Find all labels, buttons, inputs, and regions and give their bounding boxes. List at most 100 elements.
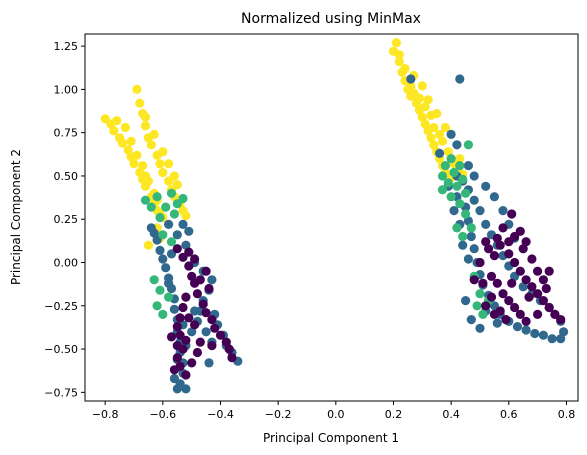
- data-point: [158, 230, 168, 240]
- data-point: [449, 167, 459, 178]
- data-point: [178, 219, 188, 229]
- data-point: [440, 122, 450, 133]
- data-point: [172, 353, 182, 363]
- data-point: [463, 254, 473, 264]
- data-point: [164, 219, 174, 229]
- data-point: [210, 323, 220, 333]
- data-point: [158, 147, 168, 157]
- data-point: [458, 231, 468, 242]
- y-tick-label: 0.00: [54, 257, 79, 270]
- data-point: [538, 275, 549, 285]
- data-point: [507, 278, 517, 288]
- data-point: [158, 167, 168, 178]
- data-point: [146, 140, 156, 150]
- data-point: [190, 254, 200, 264]
- data-point: [181, 211, 191, 221]
- data-point: [169, 304, 179, 314]
- y-tick-label: −0.50: [44, 343, 78, 356]
- y-tick-label: 1.25: [54, 40, 79, 53]
- data-point: [190, 320, 200, 330]
- data-point: [109, 126, 119, 136]
- points-layer: [100, 38, 569, 394]
- x-tick-label: 0.0: [327, 408, 345, 421]
- data-point: [140, 195, 151, 205]
- data-point: [169, 171, 179, 181]
- data-point: [509, 257, 520, 268]
- data-point: [458, 174, 468, 184]
- data-point: [207, 275, 217, 285]
- data-point: [129, 159, 139, 169]
- data-point: [489, 251, 499, 261]
- data-point: [149, 275, 159, 285]
- y-tick-label: −0.25: [44, 300, 78, 313]
- data-point: [463, 140, 473, 150]
- data-point: [117, 138, 128, 148]
- data-point: [172, 322, 182, 332]
- data-point: [461, 296, 471, 306]
- x-tick-label: −0.4: [207, 408, 234, 421]
- data-point: [458, 240, 468, 250]
- data-point: [515, 266, 525, 276]
- data-point: [164, 278, 174, 288]
- data-point: [518, 282, 528, 292]
- data-point: [181, 370, 191, 380]
- y-tick-label: 0.25: [54, 213, 79, 226]
- data-point: [192, 289, 202, 299]
- data-point: [172, 244, 182, 254]
- data-point: [187, 271, 197, 281]
- data-point: [169, 373, 179, 384]
- data-point: [140, 171, 151, 181]
- data-point: [166, 188, 177, 198]
- data-point: [489, 309, 499, 319]
- data-point: [195, 337, 205, 347]
- data-point: [461, 188, 471, 198]
- data-point: [547, 334, 557, 344]
- data-point: [181, 240, 191, 250]
- data-point: [495, 240, 505, 250]
- data-point: [524, 292, 534, 302]
- data-point: [391, 38, 401, 48]
- data-point: [184, 226, 194, 236]
- data-point: [469, 171, 479, 181]
- data-point: [221, 337, 231, 347]
- data-point: [184, 313, 194, 323]
- data-point: [466, 231, 476, 242]
- data-point: [429, 122, 439, 133]
- data-point: [181, 335, 191, 345]
- data-point: [518, 244, 528, 254]
- x-tick-label: 0.4: [442, 408, 460, 421]
- data-point: [190, 306, 200, 316]
- data-point: [440, 161, 450, 171]
- data-point: [155, 285, 165, 295]
- data-point: [449, 206, 459, 216]
- data-point: [437, 136, 448, 146]
- data-point: [178, 302, 188, 313]
- x-tick-label: −0.2: [265, 408, 292, 421]
- x-tick-label: 0.8: [558, 408, 576, 421]
- data-point: [481, 181, 491, 191]
- data-point: [492, 233, 502, 243]
- data-point: [143, 240, 153, 250]
- x-tick-label: −0.6: [149, 408, 176, 421]
- data-point: [140, 112, 151, 122]
- data-point: [541, 283, 551, 294]
- data-point: [556, 334, 566, 344]
- data-point: [423, 95, 433, 105]
- data-point: [414, 93, 424, 103]
- data-point: [155, 245, 165, 255]
- data-point: [149, 228, 159, 238]
- data-point: [435, 148, 445, 158]
- data-point: [452, 223, 462, 233]
- data-point: [172, 384, 182, 394]
- data-point: [420, 102, 430, 112]
- data-point: [437, 185, 448, 195]
- data-point: [559, 327, 569, 337]
- data-point: [406, 81, 416, 91]
- data-point: [227, 353, 237, 363]
- data-point: [507, 209, 517, 219]
- data-point: [112, 116, 122, 126]
- data-point: [492, 278, 502, 288]
- data-point: [204, 358, 214, 368]
- y-tick-label: 0.75: [54, 127, 79, 140]
